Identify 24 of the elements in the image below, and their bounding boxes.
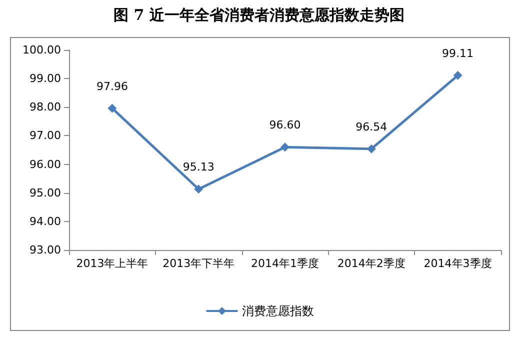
y-tick-label: 95.00 [30, 186, 61, 200]
data-label: 96.60 [269, 118, 301, 132]
x-tick-label: 2014年1季度 [251, 257, 319, 270]
chart-title: 图 7 近一年全省消费者消费意愿指数走势图 [112, 6, 406, 25]
y-tick-label: 98.00 [30, 100, 61, 114]
y-tick-label: 93.00 [30, 244, 61, 256]
y-tick-label: 96.00 [30, 158, 61, 171]
data-label: 96.54 [356, 120, 388, 134]
data-label: 95.13 [182, 160, 214, 174]
data-label: 97.96 [96, 80, 128, 93]
x-tick-label: 2014年3季度 [424, 257, 492, 270]
y-tick-label: 100.00 [22, 44, 61, 56]
x-tick-label: 2014年2季度 [337, 257, 406, 270]
x-tick-label: 2013年上半年 [76, 257, 148, 270]
y-tick-label: 99.00 [30, 72, 61, 86]
data-label: 99.11 [442, 46, 474, 60]
y-tick-label: 94.00 [30, 214, 61, 228]
legend-label: 消费意愿指数 [242, 304, 314, 318]
point [280, 142, 290, 152]
x-tick-label: 2013年下半年 [162, 257, 235, 270]
y-tick-label: 97.00 [30, 129, 61, 142]
point [453, 70, 462, 80]
point [108, 104, 117, 113]
point [194, 184, 204, 194]
